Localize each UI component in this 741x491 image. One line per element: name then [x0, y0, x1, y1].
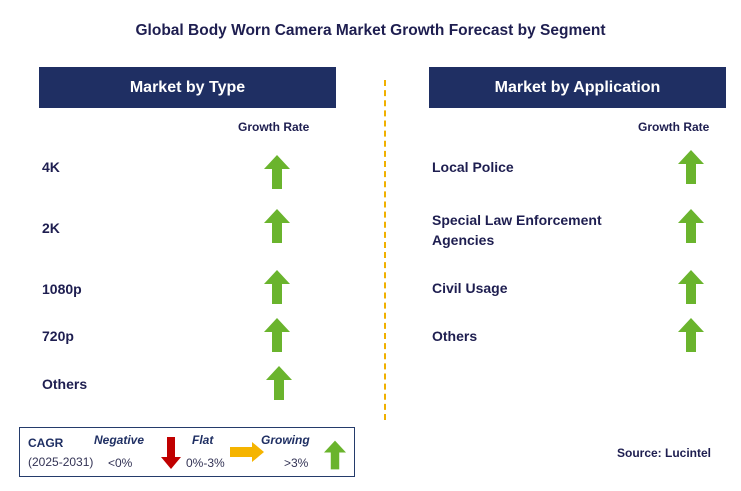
- growing-arrow-icon: [678, 150, 704, 184]
- type-row-label-4k: 4K: [42, 159, 60, 175]
- cagr-legend: CAGR (2025-2031) Negative <0% Flat 0%-3%…: [19, 427, 355, 477]
- type-row-label-2k: 2K: [42, 220, 60, 236]
- legend-negative-range: <0%: [108, 456, 133, 470]
- type-growth-rate-header: Growth Rate: [238, 120, 310, 134]
- legend-flat-label: Flat: [192, 433, 214, 447]
- application-row-label-local-police: Local Police: [432, 159, 514, 175]
- up-arrow-icon: [324, 440, 346, 470]
- growing-arrow-icon: [678, 209, 704, 243]
- growing-arrow-icon: [264, 209, 290, 243]
- growing-arrow-icon: [264, 318, 290, 352]
- growing-arrow-icon: [264, 270, 290, 304]
- legend-flat-range: 0%-3%: [186, 456, 225, 470]
- type-row-label-1080p: 1080p: [42, 281, 82, 297]
- application-panel-header: Market by Application: [429, 67, 726, 108]
- type-row-label-others: Others: [42, 376, 88, 392]
- application-growth-rate-header: Growth Rate: [638, 120, 710, 134]
- growing-arrow-icon: [264, 155, 290, 189]
- page-title: Global Body Worn Camera Market Growth Fo…: [135, 22, 606, 39]
- right-arrow-icon: [230, 442, 264, 462]
- growing-arrow-icon: [678, 270, 704, 304]
- growing-arrow-icon: [266, 366, 292, 400]
- application-row-label-others: Others: [432, 328, 478, 344]
- legend-negative-label: Negative: [94, 433, 145, 447]
- legend-period: (2025-2031): [28, 455, 94, 469]
- type-row-label-720p: 720p: [42, 328, 74, 344]
- legend-growing-range: >3%: [284, 456, 309, 470]
- legend-cagr-label: CAGR: [28, 436, 64, 450]
- panel-divider: [384, 80, 386, 420]
- legend-growing-label: Growing: [261, 433, 310, 447]
- type-panel-header: Market by Type: [39, 67, 336, 108]
- application-row-label-special-law-enforcement: Special Law Enforcement Agencies: [432, 212, 602, 248]
- down-arrow-icon: [161, 437, 181, 469]
- growing-arrow-icon: [678, 318, 704, 352]
- source-note: Source: Lucintel: [617, 446, 712, 460]
- application-row-label-civil-usage: Civil Usage: [432, 280, 508, 296]
